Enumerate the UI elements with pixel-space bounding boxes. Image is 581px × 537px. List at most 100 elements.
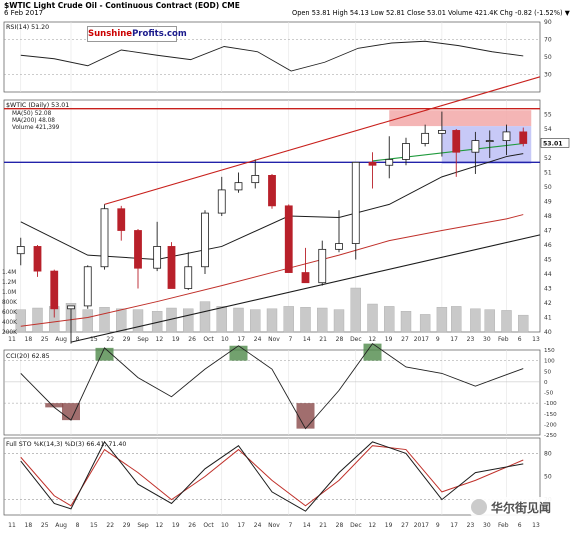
x-tick-label-bottom: 29 (123, 522, 131, 529)
cci-extreme-fill (229, 345, 248, 361)
cci-y-tick: -100 (544, 401, 557, 407)
candle-body (485, 140, 494, 143)
candle-body (368, 161, 377, 166)
rsi-y-tick: 50 (544, 54, 552, 61)
candle-body (217, 189, 226, 214)
x-tick-label-bottom: 9 (436, 522, 440, 529)
candle-body (421, 132, 430, 144)
volume-bar (400, 311, 412, 333)
x-tick-label: 6 (518, 336, 522, 343)
x-tick-label-bottom: 27 (401, 522, 409, 529)
x-tick-label: 9 (436, 336, 440, 343)
candle-body (335, 243, 343, 250)
green-trend-line (372, 142, 524, 162)
candle-body (153, 246, 162, 269)
volume-bar (484, 309, 495, 333)
watermark: 华尔街见闻 (467, 497, 575, 517)
last-close-marker (540, 138, 570, 148)
price-y-tick: 54 (544, 126, 552, 133)
price-legend-item: MA(200) 48.08 (12, 118, 55, 124)
logo-part-1: Sunshine (88, 29, 133, 39)
x-tick-label-bottom: 19 (385, 522, 393, 529)
candle-body (452, 130, 461, 153)
volume-bar (300, 307, 311, 333)
x-tick-label: 17 (450, 336, 458, 343)
volume-bar (283, 306, 294, 333)
x-tick-label-bottom: 11 (8, 522, 16, 529)
x-tick-label: 14 (303, 336, 311, 343)
x-tick-label: 18 (25, 336, 33, 343)
candle-body (351, 161, 360, 244)
x-tick-label: Nov (268, 336, 280, 343)
volume-bar (132, 309, 144, 333)
volume-bar (436, 307, 448, 333)
price-y-tick: 44 (544, 271, 552, 278)
price-label: $WTIC (Daily) 53.01 (6, 102, 69, 109)
cci-extreme-fill (45, 403, 64, 408)
x-tick-label-bottom: 7 (288, 522, 292, 529)
volume-bar (333, 309, 345, 333)
x-tick-label-bottom: 26 (188, 522, 196, 529)
x-tick-label: 10 (221, 336, 229, 343)
price-y-tick: 51 (544, 170, 552, 177)
cci-y-tick: 0 (544, 380, 548, 386)
cci-extreme-fill (62, 403, 80, 421)
sto-y-tick: 50 (544, 474, 552, 481)
candle-body (437, 130, 446, 134)
x-tick-label-bottom: 15 (90, 522, 98, 529)
candle-body (234, 182, 243, 191)
volume-bar (266, 308, 278, 333)
x-tick-label-bottom: 28 (336, 522, 344, 529)
price-y-tick: 49 (544, 199, 552, 206)
chart-date: 6 Feb 2017 (4, 9, 44, 17)
price-legend-item: MA(50) 52.08 (12, 111, 52, 117)
price-y-tick: 42 (544, 300, 552, 307)
candle-body (16, 246, 25, 255)
candle-body (167, 246, 176, 289)
rsi-label: RSI(14) 51.20 (6, 24, 49, 31)
x-tick-label-bottom: 8 (76, 522, 80, 529)
volume-bar (470, 308, 481, 333)
x-tick-label-bottom: 6 (518, 522, 522, 529)
x-tick-label: 25 (41, 336, 49, 343)
candle-body (117, 208, 126, 231)
x-tick-label: 21 (319, 336, 327, 343)
price-y-tick: 55 (544, 112, 552, 119)
volume-tick: 1.2M (2, 280, 16, 286)
price-y-tick: 50 (544, 184, 552, 191)
volume-tick: 800K (2, 300, 17, 306)
x-tick-label-bottom: 17 (450, 522, 458, 529)
volume-bar (183, 308, 194, 333)
price-legend-item: Volume 421,399 (12, 125, 60, 131)
candle-body (301, 272, 310, 284)
volume-bar (216, 306, 227, 333)
x-tick-label: Feb (498, 336, 509, 343)
x-tick-label: 23 (467, 336, 475, 343)
panel-frame-rsi (3, 21, 541, 93)
x-tick-label-bottom: Feb (498, 522, 509, 529)
x-tick-label-bottom: Oct (203, 522, 214, 529)
panel-frame-cci (3, 349, 541, 436)
x-tick-label: 15 (90, 336, 98, 343)
x-tick-label: Sep (137, 336, 149, 343)
x-tick-label-bottom: 23 (467, 522, 475, 529)
x-tick-label-bottom: Aug (55, 522, 67, 529)
cci-extreme-fill (363, 343, 382, 361)
resistance-zone (389, 110, 532, 127)
volume-bar (451, 306, 462, 333)
cci-extreme-fill (95, 347, 114, 361)
x-tick-label-bottom: 14 (303, 522, 311, 529)
x-tick-label-bottom: 12 (156, 522, 164, 529)
price-y-tick: 45 (544, 257, 552, 264)
ma50-line (20, 153, 524, 261)
x-tick-label-bottom: 2017 (414, 522, 429, 529)
cci-line (20, 343, 524, 430)
volume-bar (350, 287, 361, 333)
x-tick-label: Oct (203, 336, 214, 343)
volume-bar (15, 309, 26, 333)
volume-bar (199, 301, 211, 333)
candle-body (33, 246, 42, 272)
candle-body (201, 212, 209, 268)
price-y-tick: 52 (544, 155, 552, 162)
